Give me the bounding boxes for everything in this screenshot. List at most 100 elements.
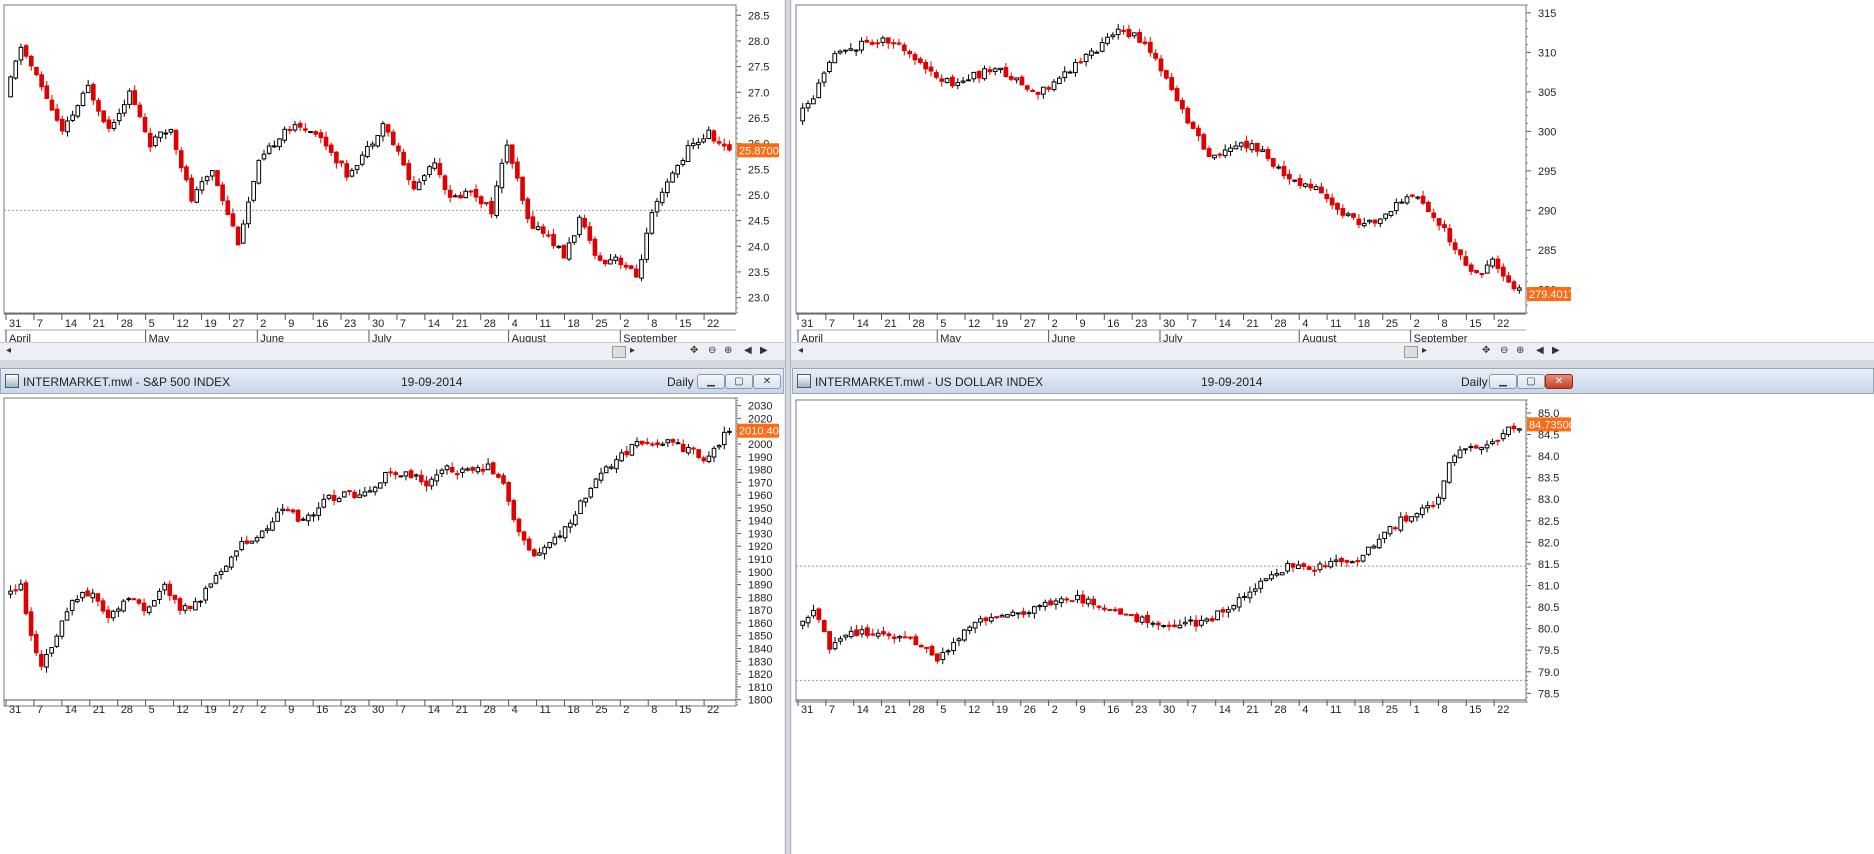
x-tick-label: 28 [121,318,133,330]
vertical-splitter[interactable] [785,0,791,854]
chart-pane-bottom-left[interactable]: 2030202020102000199019801970196019501940… [0,394,784,854]
scrollbar-top-left[interactable]: ◂ ▸ ✥ ⊖ ⊕ ◀ ▶ [0,342,784,360]
plot-area [3,397,737,707]
x-tick-label: 12 [177,318,189,330]
candle-body [290,509,296,513]
scroll-left-icon[interactable]: ◂ [6,345,12,356]
candle-body [1014,77,1019,81]
candle-body [644,441,650,444]
candle-body [542,546,547,555]
price-tag [1527,287,1571,302]
y-tick-label: 24.5 [748,216,769,228]
plot-area [795,4,1527,314]
candle-body [116,113,122,122]
window-titlebar-usdx[interactable]: INTERMARKET.mwl - US DOLLAR INDEX 19-09-… [792,368,1874,394]
candle-body [675,442,681,445]
candle-body [1506,426,1511,435]
x-tick-label: 16 [316,704,328,716]
candle-body [1188,619,1194,622]
candle-body [1010,611,1016,616]
candle-body [106,119,112,129]
y-tick-label: 23.0 [748,293,769,305]
candle-body [85,84,91,94]
candle-body [685,145,691,162]
prev-page-icon[interactable]: ◀ [1536,345,1544,356]
y-tick-label: 25.5 [748,164,769,176]
chart-usdx[interactable]: 85.0 84.5 84.0 83.5 83.0 82.5 82.0 81.5 81.0 80.5… [792,394,1874,854]
close-icon[interactable]: ✕ [753,374,781,389]
candle-body [421,175,427,181]
next-page-icon[interactable]: ▶ [1552,345,1560,356]
candle-body [623,264,629,268]
chart-sp500[interactable]: 2030202020102000199019801970196019501940… [0,394,784,854]
maximize-icon[interactable]: ▢ [1517,374,1545,389]
scroll-right-icon[interactable]: ▸ [1422,345,1428,356]
y-tick-label: 79.0 [1538,667,1559,679]
candle-body [634,441,640,447]
close-icon[interactable]: ✕ [1545,374,1573,389]
x-tick-label: 25 [1386,318,1398,330]
x-tick-label: 9 [1079,704,1085,716]
y-tick-label: 81.0 [1538,581,1559,593]
scroll-thumb[interactable] [612,346,626,358]
chart-top-right[interactable]: 315310305300295290285280279.401731714212… [792,0,1874,342]
scroll-right-icon[interactable]: ▸ [630,345,636,356]
x-tick-label: 30 [1163,318,1175,330]
candle-body [644,232,649,260]
candle-body [1349,561,1355,564]
zoom-in-icon[interactable]: ⊕ [1516,345,1525,356]
candle-body [359,154,365,165]
minimize-icon[interactable]: ▁ [1489,374,1517,389]
candle-body [419,474,424,483]
chart-pane-top-left[interactable]: 28.528.027.527.026.526.025.525.024.524.0… [0,0,784,342]
candle-body [566,242,572,260]
candle-body [1296,564,1301,569]
candle-body [1182,621,1188,625]
maximize-icon[interactable]: ▢ [725,374,753,389]
window-title: INTERMARKET.mwl - S&P 500 INDEX [23,375,231,389]
candle-body [142,116,148,133]
chart-top-left[interactable]: 28.528.027.527.026.526.025.525.024.524.0… [0,0,784,342]
next-page-icon[interactable]: ▶ [760,345,768,356]
candle-body [49,647,54,654]
chart-pane-bottom-right[interactable]: 85.0 84.5 84.0 83.5 83.0 82.5 82.0 81.5 81.0 80.5… [792,394,1874,854]
candle-body [912,53,918,61]
scroll-left-icon[interactable]: ◂ [798,345,804,356]
candle-body [339,160,344,164]
candle-body [1053,600,1059,605]
pan-icon[interactable]: ✥ [690,345,699,356]
candle-body [582,217,587,228]
prev-page-icon[interactable]: ◀ [744,345,752,356]
scrollbar-top-right[interactable]: ◂ ▸ ✥ ⊖ ⊕ ◀ ▶ [792,342,1874,360]
zoom-in-icon[interactable]: ⊕ [724,345,733,356]
candle-body [209,170,215,177]
pan-icon[interactable]: ✥ [1482,345,1491,356]
candle-body [1196,127,1201,137]
y-tick-label: 1860 [748,618,772,630]
candle-body [1376,538,1382,549]
y-tick-label: 2000 [748,439,772,451]
candle-body [1484,444,1490,449]
candle-body [1042,601,1048,607]
candle-body [864,39,870,43]
x-tick-label: 30 [1163,704,1175,716]
candle-body [1446,462,1452,483]
horizontal-splitter-right[interactable] [791,360,1874,368]
y-tick-label: 83.0 [1538,494,1559,506]
candle-body [592,238,598,256]
chart-pane-top-right[interactable]: 315310305300295290285280279.401731714212… [792,0,1874,342]
y-tick-label: 295 [1538,166,1556,178]
horizontal-splitter-left[interactable] [0,360,785,368]
zoom-out-icon[interactable]: ⊖ [708,345,717,356]
candle-body [1019,76,1025,86]
month-label: September [1414,333,1468,342]
candle-body [494,185,500,217]
window-titlebar-sp500[interactable]: INTERMARKET.mwl - S&P 500 INDEX 19-09-20… [0,368,784,394]
candle-body [1269,574,1274,580]
candle-body [1005,614,1010,618]
zoom-out-icon[interactable]: ⊖ [1500,345,1509,356]
candle-body [1174,88,1180,102]
scroll-thumb[interactable] [1404,346,1418,358]
candle-body [1490,258,1495,267]
minimize-icon[interactable]: ▁ [697,374,725,389]
